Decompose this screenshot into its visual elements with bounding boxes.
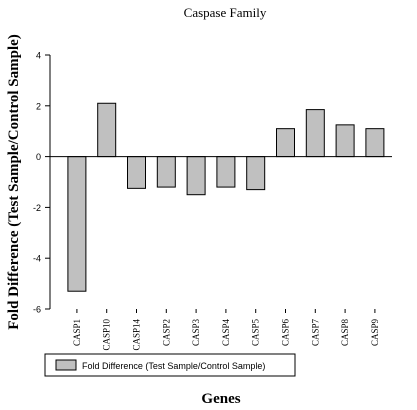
x-tick-label: CASP8: [340, 319, 350, 347]
bar-casp7: [305, 109, 325, 158]
x-tick-label: CASP1: [72, 319, 82, 346]
bar-casp1: [67, 156, 87, 292]
x-tick-label: CASP7: [310, 319, 320, 347]
x-tick-label: CASP3: [191, 319, 201, 347]
x-tick-label: CASP10: [102, 319, 112, 351]
legend: Fold Difference (Test Sample/Control Sam…: [44, 353, 296, 377]
x-tick-label: CASP6: [281, 319, 291, 347]
x-tick-label: CASP2: [161, 319, 171, 346]
y-tick-label: -2: [33, 203, 41, 213]
legend-label: Fold Difference (Test Sample/Control Sam…: [82, 361, 265, 371]
bar-casp4: [216, 156, 236, 188]
y-axis-label: Fold Difference (Test Sample/Control Sam…: [6, 34, 22, 330]
bar-casp2: [156, 156, 176, 188]
y-tick-label: -6: [33, 305, 41, 315]
chart-title: Caspase Family: [184, 5, 267, 20]
bar-casp14: [127, 156, 146, 189]
bar-casp10: [97, 102, 117, 158]
bar-casp3: [186, 156, 206, 196]
y-tick-label: -4: [33, 254, 41, 264]
x-tick-label: CASP5: [251, 319, 261, 347]
y-tick-label: 4: [36, 51, 41, 61]
plot-area: -6 -4 -2 0 2 4 CASP1 CASP10 CASP14 CASP2 CASP3 CASP…: [33, 51, 392, 351]
bar-casp9: [365, 128, 385, 158]
bar-casp6: [276, 128, 295, 158]
legend-swatch: [55, 359, 77, 371]
x-tick-label: CASP9: [370, 319, 380, 347]
bar-casp5: [246, 156, 266, 191]
y-tick-label: 2: [36, 101, 41, 111]
x-tick-label: CASP4: [221, 319, 231, 347]
x-axis-label: Genes: [201, 391, 240, 407]
legend-box: [44, 353, 296, 377]
x-tick-label: CASP14: [132, 319, 142, 351]
bar-casp8: [335, 124, 355, 158]
y-tick-label: 0: [36, 152, 41, 162]
